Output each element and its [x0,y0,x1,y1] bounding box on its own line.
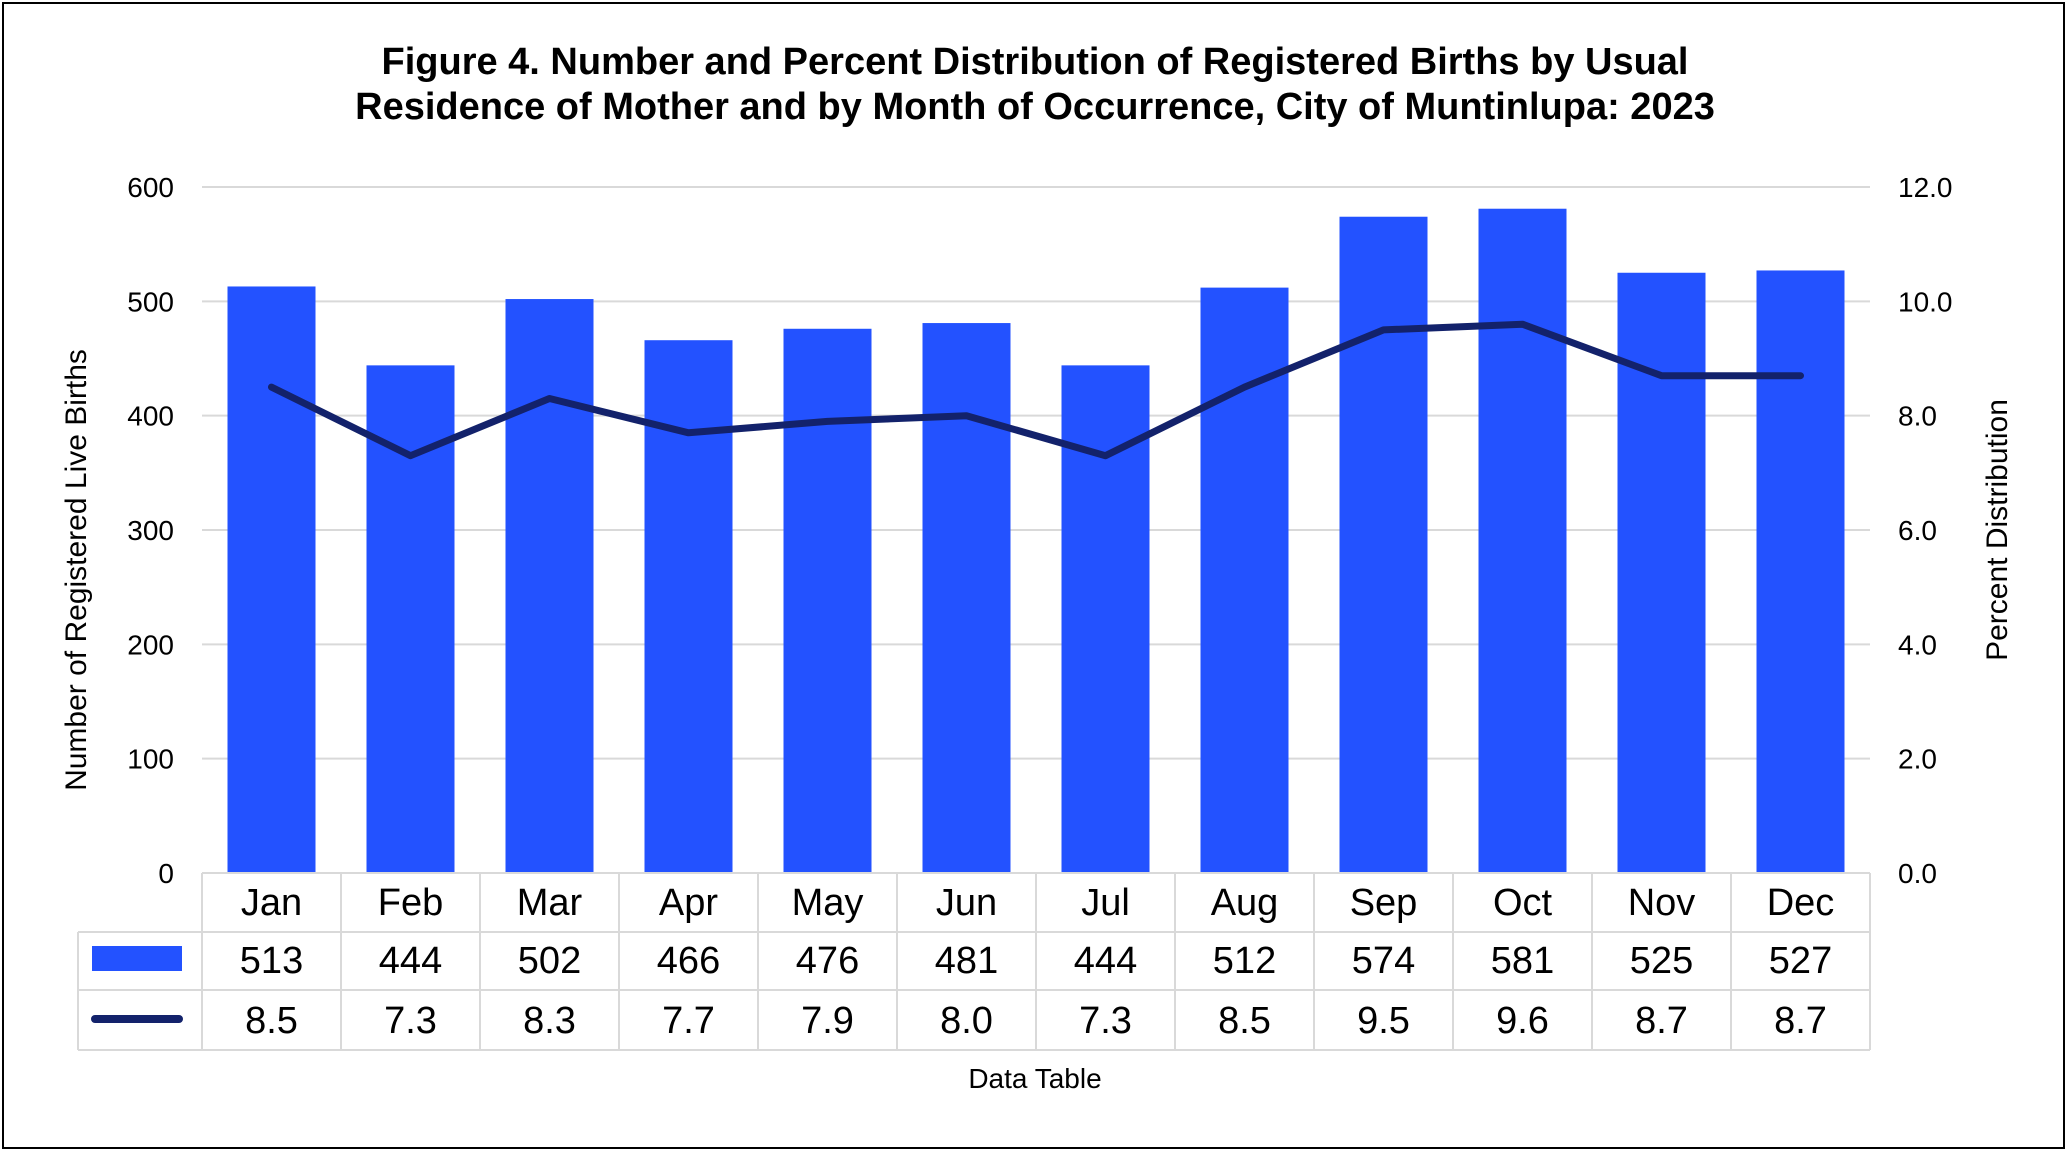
bar-value-label: 512 [1213,940,1276,982]
line-value-label: 8.5 [1218,1000,1271,1042]
y2-tick-label: 8.0 [1898,401,1937,432]
bar-value-label: 581 [1491,940,1554,982]
category-label: Jan [241,882,302,924]
bar-value-label: 574 [1352,940,1415,982]
bar [783,328,872,874]
bar-value-label: 527 [1769,940,1832,982]
y-tick-label: 600 [127,172,174,203]
category-label: Nov [1628,882,1696,924]
y-tick-label: 100 [127,744,174,775]
line-value-label: 9.5 [1357,1000,1410,1042]
y2-tick-label: 0.0 [1898,858,1937,889]
line-value-label: 7.3 [384,1000,437,1042]
line-value-label: 9.6 [1496,1000,1549,1042]
legend-key-bars [92,946,182,971]
percent-line [268,320,1804,460]
line-value-label: 8.7 [1774,1000,1827,1042]
category-label: Dec [1767,882,1835,924]
data-table: Jan 513 8.5 Feb 444 7.3 Mar 502 8.3 Apr 466 7.7 May 4… [77,872,1871,1051]
bar [644,340,733,873]
category-label: Sep [1350,882,1418,924]
bar [1756,270,1845,873]
y2-axis-label: Percent Distribution [1981,399,2014,661]
bar [922,323,1011,874]
bar [1339,216,1428,873]
line-value-label: 7.3 [1079,1000,1132,1042]
bar-series [227,208,1845,874]
line-series [268,320,1804,460]
line-value-label: 8.0 [940,1000,993,1042]
bar [366,365,455,873]
y2-tick-label: 2.0 [1898,744,1937,775]
y2-tick-label: 10.0 [1898,286,1953,317]
chart-title-line-1: Figure 4. Number and Percent Distributio… [382,41,1689,83]
y-tick-label: 300 [127,515,174,546]
bar-value-label: 476 [796,940,859,982]
category-label: Jul [1081,882,1130,924]
y-tick-label: 500 [127,286,174,317]
left-axis-ticks: 0 100 200 300 400 500 600 [127,172,174,889]
category-label: Mar [517,882,583,924]
bar [1478,208,1567,873]
y-tick-label: 0 [158,858,174,889]
category-label: Feb [378,882,443,924]
category-label: May [792,882,864,924]
bar-value-label: 444 [1074,940,1137,982]
x-axis-label: Data Table [968,1063,1101,1094]
category-label: Aug [1211,882,1279,924]
line-value-label: 8.7 [1635,1000,1688,1042]
right-axis-ticks: 0.0 2.0 4.0 6.0 8.0 10.0 12.0 [1898,172,1953,889]
bar [505,299,594,874]
bar-value-label: 525 [1630,940,1693,982]
line-value-label: 8.3 [523,1000,576,1042]
bar [227,286,316,874]
bar-value-label: 513 [240,940,303,982]
y-axis-label: Number of Registered Live Births [60,349,93,791]
chart-title-line-2: Residence of Mother and by Month of Occu… [355,86,1715,128]
line-value-label: 7.9 [801,1000,854,1042]
line-value-label: 7.7 [662,1000,715,1042]
line-value-label: 8.5 [245,1000,298,1042]
bar-value-label: 444 [379,940,442,982]
category-label: Jun [936,882,997,924]
y2-tick-label: 12.0 [1898,172,1953,203]
bar-value-label: 466 [657,940,720,982]
y2-tick-label: 4.0 [1898,629,1937,660]
gridlines [202,186,1870,760]
bar-value-label: 481 [935,940,998,982]
y-tick-label: 400 [127,401,174,432]
category-label: Apr [659,882,718,924]
category-label: Oct [1493,882,1553,924]
bar-value-label: 502 [518,940,581,982]
y2-tick-label: 6.0 [1898,515,1937,546]
y-tick-label: 200 [127,629,174,660]
